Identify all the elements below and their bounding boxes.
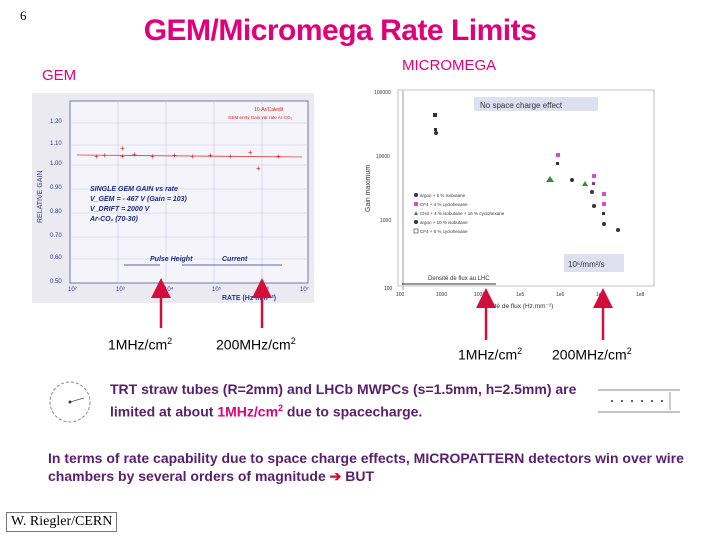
svg-text:100: 100 (384, 286, 393, 292)
svg-text:SINGLE GEM GAIN vs rate: SINGLE GEM GAIN vs rate (90, 186, 178, 193)
svg-text:100000: 100000 (374, 90, 391, 96)
micromega-ylabel: Gain maximum (365, 165, 372, 212)
svg-text:+: + (248, 148, 253, 157)
svg-text:argon + 10 % isobutane: argon + 10 % isobutane (420, 220, 468, 225)
gem-plot-area (69, 100, 309, 284)
svg-text:1e8: 1e8 (636, 292, 645, 298)
flux-box-label: 10⁶/mm²/s (568, 260, 605, 269)
gem-grid (70, 101, 308, 283)
svg-text:1000: 1000 (436, 292, 447, 298)
svg-text:V_GEM = - 467 V (Gain = 103): V_GEM = - 467 V (Gain = 103) (90, 196, 188, 203)
svg-text:0.50: 0.50 (50, 279, 62, 285)
gem-legend-top: 10·Ar/Caledit (254, 107, 284, 113)
gem-rate-1mhz: 1MHz/cm2 (108, 336, 173, 353)
svg-text:1.10: 1.10 (50, 141, 62, 147)
svg-text:10³: 10³ (116, 287, 125, 293)
micromega-plot-area (397, 89, 655, 287)
author-footer: W. Riegler/CERN (6, 512, 118, 532)
micromega-xlabel: Densité de flux (Hz.mm⁻²) (478, 303, 553, 310)
gem-label: GEM (42, 67, 77, 84)
micromega-y-ticks: 100000 10000 1000 100 (374, 90, 393, 292)
micromega-rate-1mhz: 1MHz/cm2 (458, 346, 523, 363)
svg-text:1e6: 1e6 (556, 292, 565, 298)
micromega-label: MICROMEGA (402, 57, 497, 74)
gem-pulse-label: Pulse Height (150, 256, 193, 263)
svg-text:0.70: 0.70 (50, 233, 62, 239)
svg-text:+: + (102, 151, 107, 160)
no-space-charge-label: No space charge effect (480, 101, 563, 110)
svg-text:+: + (190, 152, 195, 161)
gem-gain-plot: RELATIVE GAIN 1.20 1.10 1.00 0.90 0.80 0… (32, 93, 314, 303)
svg-text:+: + (120, 144, 125, 153)
svg-text:V_DRIFT = 2000 V: V_DRIFT = 2000 V (90, 206, 151, 213)
micromega-points (402, 90, 620, 290)
svg-text:+: + (276, 152, 281, 161)
flux-box (564, 254, 624, 272)
svg-text:10000: 10000 (376, 154, 390, 160)
svg-text:+: + (132, 150, 137, 159)
svg-text:+: + (120, 152, 125, 161)
gem-series-line (76, 154, 303, 158)
lhc-flux-label: Densité de flux au LHC (428, 276, 490, 282)
gem-points: + + + + + + + + + +++ + (94, 144, 281, 173)
svg-text:+: + (256, 164, 261, 173)
conclusion-text: In terms of rate capability due to space… (48, 450, 684, 484)
svg-text:CF4 + 4 % cyclohexane: CF4 + 4 % cyclohexane (420, 202, 468, 207)
trt-note: TRT straw tubes (R=2mm) and LHCb MWPCs (… (110, 381, 577, 420)
gem-current-label: Current (222, 256, 248, 263)
mwpc-icon (598, 389, 680, 413)
gem-info-block: SINGLE GEM GAIN vs rate V_GEM = - 467 V … (89, 186, 188, 223)
svg-text:Ar-CO₂ (70-30): Ar-CO₂ (70-30) (89, 216, 138, 223)
svg-text:argon + 5 % isobutane: argon + 5 % isobutane (420, 193, 466, 198)
gem-rate-200mhz: 200MHz/cm2 (216, 336, 296, 353)
svg-text:0.90: 0.90 (50, 185, 62, 191)
svg-text:+: + (94, 152, 99, 161)
svg-text:CF4 + 6 % cyclohexane: CF4 + 6 % cyclohexane (420, 229, 468, 234)
straw-tube-icon (49, 381, 91, 423)
svg-text:10⁵: 10⁵ (212, 286, 222, 293)
gem-xlabel: RATE (Hz mm⁻²) (222, 295, 276, 302)
no-space-charge-box (474, 97, 598, 111)
svg-text:1.20: 1.20 (50, 119, 62, 125)
gem-legend-sub: GEM entry Gain var rate Ar-CO₂ (228, 115, 293, 120)
svg-text:0.80: 0.80 (50, 209, 62, 215)
svg-text:10⁷: 10⁷ (300, 286, 309, 293)
svg-text:+: + (150, 152, 155, 161)
micromega-gain-plot: Gain maximum 100000 10000 1000 100 100 1… (365, 89, 655, 310)
arrow-icon: ➔ (329, 468, 342, 484)
gem-y-ticks: 1.20 1.10 1.00 0.90 0.80 0.70 0.60 0.50 (50, 119, 62, 285)
svg-text:1e5: 1e5 (516, 292, 525, 298)
svg-text:CH4 + 4 % isobutane + 16 % cyc: CH4 + 4 % isobutane + 16 % cyclohexane (420, 211, 505, 216)
slide-title: GEM/Micromega Rate Limits (143, 14, 537, 47)
svg-text:+: + (228, 152, 233, 161)
gem-ylabel: RELATIVE GAIN (37, 171, 44, 223)
svg-text:100: 100 (396, 292, 405, 298)
svg-text:1.00: 1.00 (50, 161, 62, 167)
svg-text:+: + (172, 151, 177, 160)
svg-text:10²: 10² (68, 287, 77, 293)
slide-number: 6 (20, 8, 27, 23)
svg-text:1000: 1000 (380, 218, 391, 224)
svg-text:+: + (208, 151, 213, 160)
svg-text:0.60: 0.60 (50, 255, 62, 261)
micromega-rate-200mhz: 200MHz/cm2 (552, 346, 632, 363)
micromega-legend: argon + 5 % isobutane CF4 + 4 % cyclohex… (413, 193, 505, 234)
